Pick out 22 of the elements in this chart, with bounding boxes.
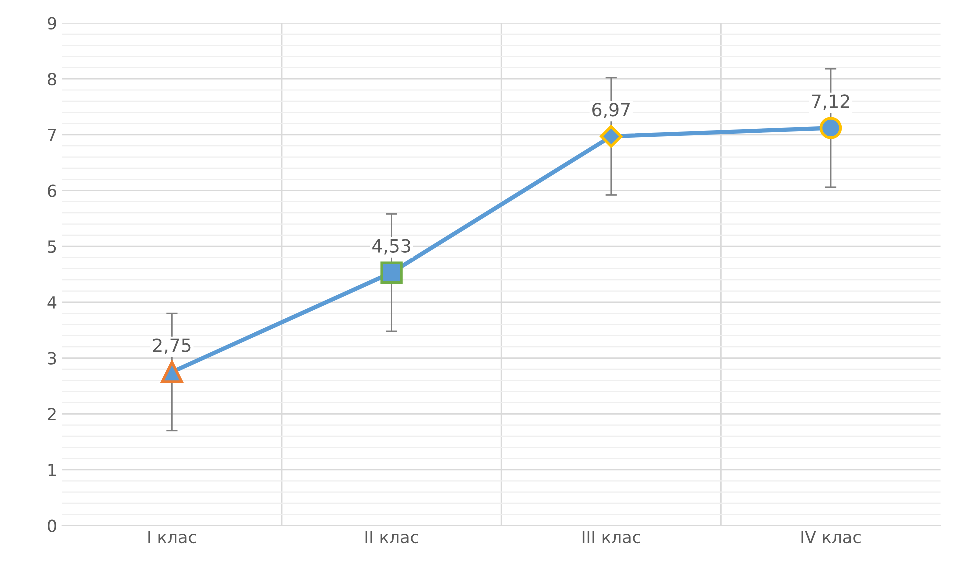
y-tick-label: 2 bbox=[48, 408, 56, 420]
y-tick-label: 8 bbox=[48, 73, 56, 86]
data-label: 7,12 bbox=[812, 94, 850, 110]
x-tick-label: III клас bbox=[582, 531, 640, 544]
y-tick-label: 5 bbox=[48, 240, 56, 254]
point bbox=[161, 361, 184, 384]
data-label: 4,53 bbox=[372, 239, 410, 255]
y-tick-label: 4 bbox=[48, 296, 57, 309]
y-tick-label: 1 bbox=[48, 464, 56, 476]
x-tick-label: II клас bbox=[366, 531, 418, 544]
point bbox=[600, 125, 623, 148]
y-tick-label: 7 bbox=[48, 129, 56, 142]
y-tick-label: 9 bbox=[48, 17, 56, 30]
y-tick-label: 0 bbox=[48, 520, 56, 532]
x-tick-label: IV клас bbox=[802, 531, 861, 544]
y-tick-label: 6 bbox=[48, 184, 56, 198]
x-tick-label: I клас bbox=[148, 531, 196, 544]
point bbox=[820, 117, 842, 140]
data-label: 2,75 bbox=[153, 338, 191, 354]
point bbox=[380, 262, 403, 284]
data-label: 6,97 bbox=[592, 103, 630, 119]
y-tick-label: 3 bbox=[48, 352, 56, 365]
